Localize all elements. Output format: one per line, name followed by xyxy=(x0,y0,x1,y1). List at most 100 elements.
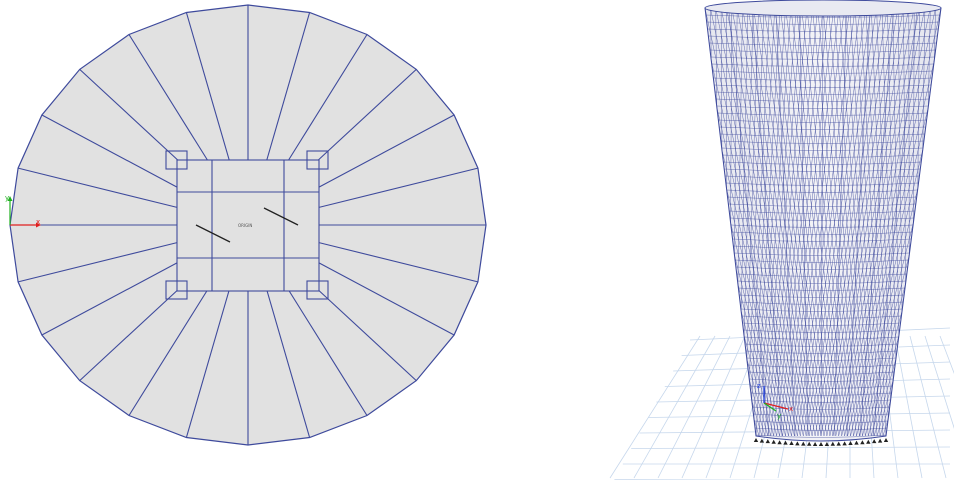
tower-brace xyxy=(544,8,626,436)
tower-brace xyxy=(746,8,765,437)
column-box[interactable] xyxy=(165,150,188,170)
tower-brace xyxy=(603,8,658,436)
tower-brace xyxy=(814,8,888,437)
column-box[interactable] xyxy=(306,150,329,170)
tower-column xyxy=(799,8,809,437)
tower-brace xyxy=(945,8,954,436)
tower-brace xyxy=(678,8,700,436)
radial-beam xyxy=(318,167,479,208)
tower-brace xyxy=(752,8,775,437)
radial-beam xyxy=(185,12,230,161)
tower-brace xyxy=(705,8,721,437)
support-icon xyxy=(789,441,794,445)
tower-brace xyxy=(501,8,602,436)
tower-brace xyxy=(705,8,730,437)
tower-brace xyxy=(684,8,703,436)
support-icon xyxy=(753,438,759,442)
tower-brace xyxy=(832,8,920,437)
tower-brace xyxy=(550,8,630,436)
tower-brace xyxy=(838,8,931,437)
tower-brace xyxy=(844,8,941,437)
ground-grid-line xyxy=(939,335,954,374)
tower-brace xyxy=(776,8,818,437)
tower-brace xyxy=(528,8,617,436)
column-box[interactable] xyxy=(165,280,188,300)
support-icon xyxy=(783,440,788,445)
tower-brace xyxy=(662,8,691,436)
tower-brace xyxy=(782,8,829,437)
ground-grid-line xyxy=(681,335,746,479)
ground-grid-line xyxy=(657,335,731,479)
tower-brace xyxy=(474,8,670,436)
tower-column xyxy=(775,8,796,437)
tower-brace xyxy=(501,8,685,436)
plan-view: ORIGIN x y xyxy=(5,4,487,446)
core-outline[interactable] xyxy=(176,159,320,292)
support-icon xyxy=(842,441,847,446)
tower-brace xyxy=(788,8,840,437)
radial-beam xyxy=(128,290,208,416)
tower-brace xyxy=(705,8,707,437)
tower-brace xyxy=(555,8,632,436)
tower-brace xyxy=(705,8,709,437)
tower-brace xyxy=(930,8,941,437)
tower-brace xyxy=(829,8,915,437)
radial-beam xyxy=(41,262,178,336)
x-axis-label: x xyxy=(789,405,793,413)
tower-brace xyxy=(491,8,597,436)
radial-beam xyxy=(79,290,178,382)
ground-grid-line xyxy=(909,335,947,479)
radial-beam xyxy=(41,114,178,188)
tower-brace xyxy=(767,8,802,437)
column-box[interactable] xyxy=(306,280,329,300)
support-icon xyxy=(771,439,776,444)
tower-brace xyxy=(779,8,824,437)
tower-brace xyxy=(847,8,941,437)
x-axis-label: x xyxy=(36,218,40,226)
tower-brace xyxy=(560,8,635,436)
tower-top-ring[interactable] xyxy=(704,0,942,17)
tower-brace xyxy=(785,8,834,437)
tower-brace xyxy=(507,8,606,436)
tower-brace xyxy=(480,8,591,436)
radial-beam xyxy=(128,34,208,161)
tower-column xyxy=(846,8,871,437)
tower-brace xyxy=(630,8,673,436)
tower-brace xyxy=(705,8,707,437)
support-icon xyxy=(824,442,830,446)
tower-brace xyxy=(823,8,904,437)
diagonal-member[interactable] xyxy=(195,224,231,243)
tower-shell[interactable] xyxy=(704,7,942,442)
tower-brace xyxy=(566,8,638,436)
radial-beam xyxy=(79,68,179,161)
tower-brace xyxy=(480,8,674,436)
tower-brace xyxy=(646,8,682,436)
support-icon xyxy=(795,441,800,446)
tower-brace xyxy=(758,8,786,437)
tower-brace xyxy=(801,8,851,437)
tower-brace xyxy=(705,8,727,437)
tower-brace xyxy=(805,8,872,437)
tower-brace xyxy=(705,8,718,437)
tower-brace xyxy=(856,8,941,437)
support-icon xyxy=(877,438,883,443)
tower-brace xyxy=(517,8,611,436)
tower-brace xyxy=(619,8,667,436)
tower-brace xyxy=(935,8,941,437)
support-icon xyxy=(765,439,770,444)
tower-brace xyxy=(592,8,652,436)
radial-beam xyxy=(288,290,368,416)
tower-brace xyxy=(790,8,845,437)
x-axis-line xyxy=(763,402,789,410)
support-icon xyxy=(883,438,889,442)
tower-brace xyxy=(935,8,941,437)
tower-brace xyxy=(849,8,878,437)
diagonal-member[interactable] xyxy=(263,207,299,226)
tower-brace xyxy=(533,8,620,436)
tower-brace xyxy=(571,8,641,436)
tower-brace xyxy=(469,8,667,436)
support-icon xyxy=(836,441,841,446)
tower-brace xyxy=(523,8,697,436)
tower-brace xyxy=(469,8,585,436)
tower-brace xyxy=(749,8,770,437)
